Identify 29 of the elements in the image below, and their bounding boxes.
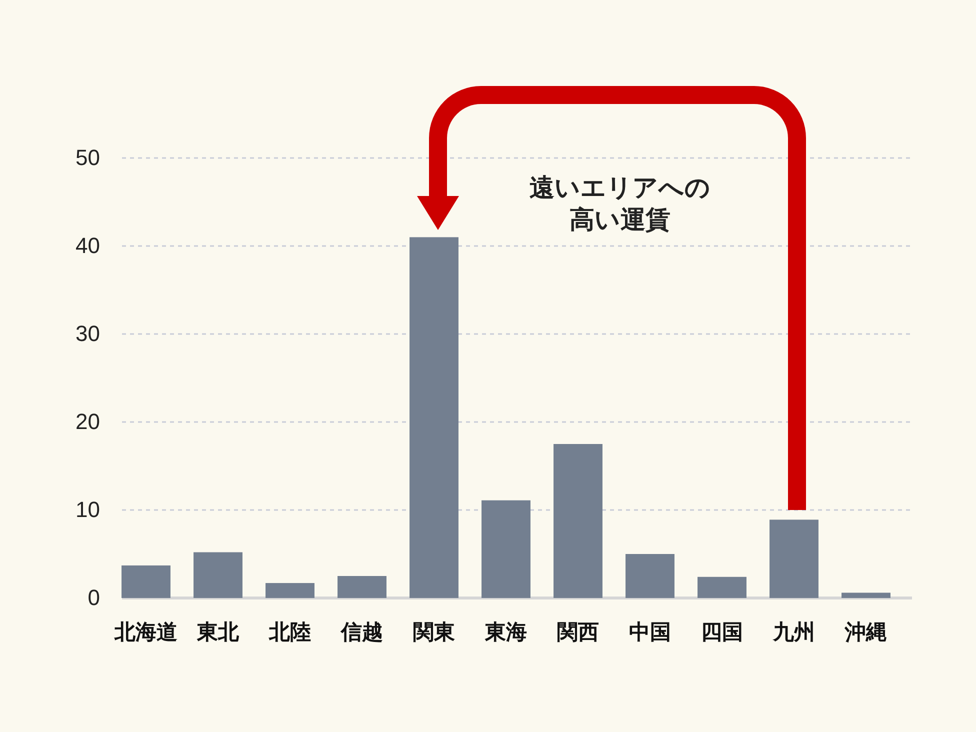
annotation: 遠いエリアへの高い運賃 <box>530 173 710 234</box>
y-tick-label: 0 <box>88 585 100 610</box>
bar <box>194 552 242 598</box>
x-tick-label: 関東 <box>413 620 455 644</box>
x-tick-label: 沖縄 <box>844 620 887 644</box>
bar <box>554 444 602 598</box>
x-tick-label: 関西 <box>557 620 599 644</box>
bar <box>482 500 530 598</box>
x-tick-label: 東海 <box>484 620 527 644</box>
bar <box>338 576 386 598</box>
bar <box>410 237 458 598</box>
bar <box>698 576 746 598</box>
y-tick-label: 40 <box>76 233 100 258</box>
x-tick-label: 中国 <box>629 620 671 644</box>
y-tick-label: 30 <box>76 321 100 346</box>
x-tick-label: 信越 <box>340 620 383 644</box>
bar <box>266 583 314 598</box>
bar <box>770 520 818 598</box>
x-tick-label: 北海道 <box>114 620 178 644</box>
bar <box>626 554 674 598</box>
y-tick-label: 10 <box>76 497 100 522</box>
bar <box>122 565 170 598</box>
x-tick-label: 四国 <box>701 620 743 644</box>
x-tick-label: 北陸 <box>268 620 311 644</box>
x-tick-label: 九州 <box>772 620 815 644</box>
x-tick-label: 東北 <box>196 620 240 644</box>
bar <box>842 592 890 598</box>
y-tick-label: 50 <box>76 145 100 170</box>
y-tick-label: 20 <box>76 409 100 434</box>
